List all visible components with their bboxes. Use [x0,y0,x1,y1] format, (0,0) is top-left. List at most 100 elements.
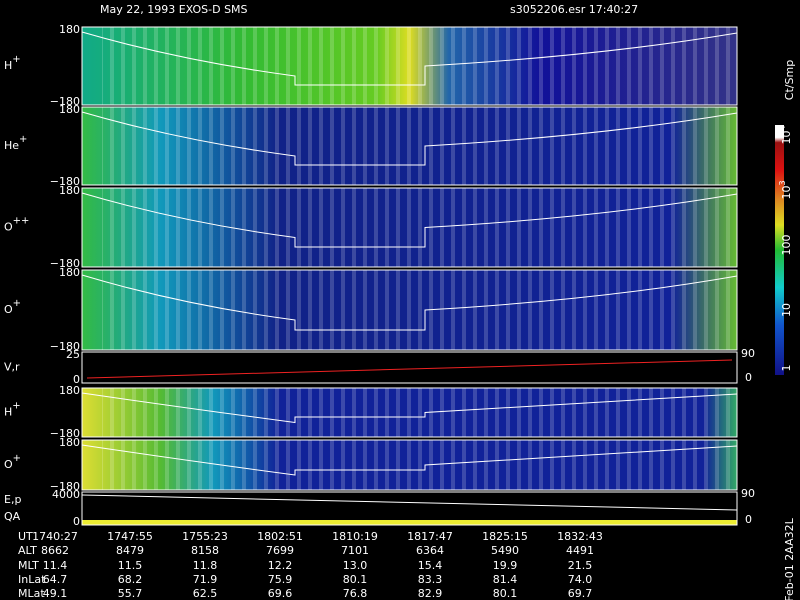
row-value: 8158 [191,544,219,557]
tick-bottom: −180 [50,427,80,440]
row-value: 49.1 [43,587,68,600]
colorbar-base: 10 [780,131,793,145]
row-value: 55.7 [118,587,143,600]
row-value: 1740:27 [32,530,78,543]
row-value: 80.1 [343,573,368,586]
row-value: 1747:55 [107,530,153,543]
panel-label: He+ [4,134,27,152]
colorbar-label: 103 [778,180,794,199]
row-value: 81.4 [493,573,518,586]
colorbar-base: 100 [780,235,793,256]
tick-top: 4000 [52,488,80,501]
row-label: UT [18,530,33,543]
row-value: 11.5 [118,559,143,572]
panel-stripes [102,27,737,105]
row-value: 11.8 [193,559,218,572]
row-value: 6364 [416,544,444,557]
tick-right-top: 90 [741,347,755,360]
tick-bottom: −180 [50,340,80,353]
panel-name: He [4,139,19,152]
panel-label: O+ [4,453,21,471]
pitch-curve [81,111,738,166]
row-value: 76.8 [343,587,368,600]
row-value: 8479 [116,544,144,557]
panel-charge: + [13,453,21,464]
panel-label: O++ [4,216,29,234]
panel-frame [81,269,738,351]
panel-charge: + [19,134,27,145]
tick-bottom: 0 [73,515,80,528]
row-value: 13.0 [343,559,368,572]
colorbar-label: 104 [778,125,794,144]
colorbar-base: 1 [780,365,793,372]
row-value: 1810:19 [332,530,378,543]
tick-right-top: 90 [741,487,755,500]
panel-stripes [102,270,737,350]
panel-frame [81,187,738,268]
colorbar-base: 10 [780,186,793,200]
row-label: ALT [18,544,37,557]
row-value: 69.6 [268,587,293,600]
panel-label: H+ [4,401,21,419]
panel-charge: + [12,54,20,65]
file-label: s3052206.esr 17:40:27 [510,3,638,16]
tick-bottom: −180 [50,257,80,270]
panel-name: H [4,406,12,419]
colorbar [775,125,784,375]
row-value: 75.9 [268,573,293,586]
panel-stripes [102,188,737,267]
row-value: 21.5 [568,559,593,572]
panel-frame [81,106,738,186]
row-value: 8662 [41,544,69,557]
colorbar-label: 100 [780,235,793,256]
panel-charge: + [13,298,21,309]
panel-name: E,p [4,493,21,506]
panel-name: O [4,221,13,234]
tick-top: 180 [59,103,80,116]
panel-label: H+ [4,54,21,72]
row-value: 62.5 [193,587,218,600]
panel-name: O [4,303,13,316]
tick-top: 180 [59,266,80,279]
row-label: MLT [18,559,39,572]
tick-top: 180 [59,184,80,197]
panel-frame [81,351,738,384]
row-value: 68.2 [118,573,143,586]
panel-bg [82,352,737,383]
tick-right-bottom: 0 [745,513,752,526]
tick-right-bottom: 0 [745,371,752,384]
colorbar-base: 10 [780,303,793,317]
row-value: 1755:23 [182,530,228,543]
row-value: 71.9 [193,573,218,586]
tick-top: 180 [59,23,80,36]
row-value: 1802:51 [257,530,303,543]
row-value: 64.7 [43,573,68,586]
tick-bottom: 0 [73,373,80,386]
stamp: Feb-01 2AA32L [783,517,796,600]
row-value: 80.1 [493,587,518,600]
panel-name: H [4,59,12,72]
row-value: 1817:47 [407,530,453,543]
panel-stripes [102,440,737,490]
panel-charge: + [12,401,20,412]
row-value: 11.4 [43,559,68,572]
panel-frame [81,439,738,491]
row-value: 1825:15 [482,530,528,543]
pitch-curve [81,444,738,476]
tick-bottom: −180 [50,480,80,493]
tick-top: 180 [59,384,80,397]
colorbar-unit: Ct/Smp [783,60,796,100]
row-value: 5490 [491,544,519,557]
row-value: 74.0 [568,573,593,586]
row-label: InLat [18,573,46,586]
panel-frame [81,491,738,526]
panel-label: E,p [4,493,21,506]
panel-label: V,r [4,361,20,374]
row-value: 4491 [566,544,594,557]
row-value: 83.3 [418,573,443,586]
qa-strip [82,520,737,525]
colorbar-exp: 3 [778,180,787,185]
energy-trace [81,494,738,511]
colorbar-label: 10 [780,303,793,317]
